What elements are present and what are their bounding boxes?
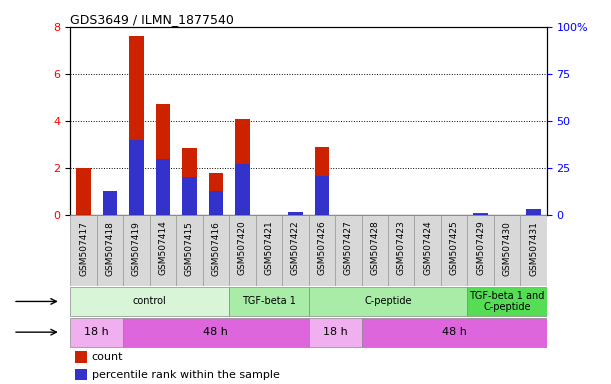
Bar [467,287,547,316]
Text: GSM507423: GSM507423 [397,221,406,275]
Bar [474,214,488,215]
Bar [103,192,117,215]
Bar [388,215,414,286]
Text: 48 h: 48 h [203,327,229,337]
Bar [208,173,223,215]
Text: percentile rank within the sample: percentile rank within the sample [92,369,280,379]
Bar [235,119,250,215]
Text: C-peptide: C-peptide [364,296,412,306]
Text: GSM507420: GSM507420 [238,221,247,275]
Bar [526,209,541,215]
Bar [203,215,229,286]
Text: GSM507429: GSM507429 [476,221,485,275]
Bar [467,215,494,286]
Bar [182,177,197,215]
Bar [309,318,362,347]
Bar [156,159,170,215]
Bar [309,287,467,316]
Text: GSM507419: GSM507419 [132,221,141,276]
Bar [235,164,250,215]
Text: TGF-beta 1 and
C-peptide: TGF-beta 1 and C-peptide [469,291,545,312]
Bar [441,215,467,286]
Bar [76,168,91,215]
Text: GSM507418: GSM507418 [106,221,114,276]
Text: 18 h: 18 h [323,327,348,337]
Bar [229,215,255,286]
Bar [75,351,87,363]
Bar [97,215,123,286]
Text: GSM507422: GSM507422 [291,221,300,275]
Text: GSM507430: GSM507430 [503,221,511,276]
Bar [229,287,309,316]
Text: GSM507421: GSM507421 [265,221,273,275]
Bar [282,215,309,286]
Bar [335,215,362,286]
Bar [309,215,335,286]
Bar [176,215,203,286]
Bar [123,215,150,286]
Bar [288,212,302,215]
Bar [129,36,144,215]
Text: GSM507425: GSM507425 [450,221,459,275]
Bar [521,215,547,286]
Bar [494,215,521,286]
Bar [70,287,229,316]
Text: TGF-beta 1: TGF-beta 1 [242,296,296,306]
Text: control: control [133,296,167,306]
Text: 48 h: 48 h [442,327,467,337]
Bar [70,215,97,286]
Text: GSM507414: GSM507414 [158,221,167,275]
Bar [208,190,223,215]
Bar [414,215,441,286]
Bar [156,104,170,215]
Bar [123,318,309,347]
Bar [362,318,547,347]
Text: GSM507426: GSM507426 [317,221,326,275]
Bar [362,215,388,286]
Bar [103,190,117,215]
Text: GSM507417: GSM507417 [79,221,88,276]
Text: GSM507424: GSM507424 [423,221,432,275]
Bar [70,318,123,347]
Text: GSM507431: GSM507431 [529,221,538,276]
Bar [474,213,488,215]
Bar [315,147,329,215]
Text: 18 h: 18 h [84,327,109,337]
Bar [182,148,197,215]
Bar [315,175,329,215]
Bar [255,215,282,286]
Text: GSM507416: GSM507416 [211,221,221,276]
Text: GSM507427: GSM507427 [344,221,353,275]
Text: GSM507428: GSM507428 [370,221,379,275]
Bar [150,215,176,286]
Bar [75,369,87,380]
Text: GDS3649 / ILMN_1877540: GDS3649 / ILMN_1877540 [70,13,234,26]
Text: count: count [92,352,123,362]
Bar [129,140,144,215]
Text: GSM507415: GSM507415 [185,221,194,276]
